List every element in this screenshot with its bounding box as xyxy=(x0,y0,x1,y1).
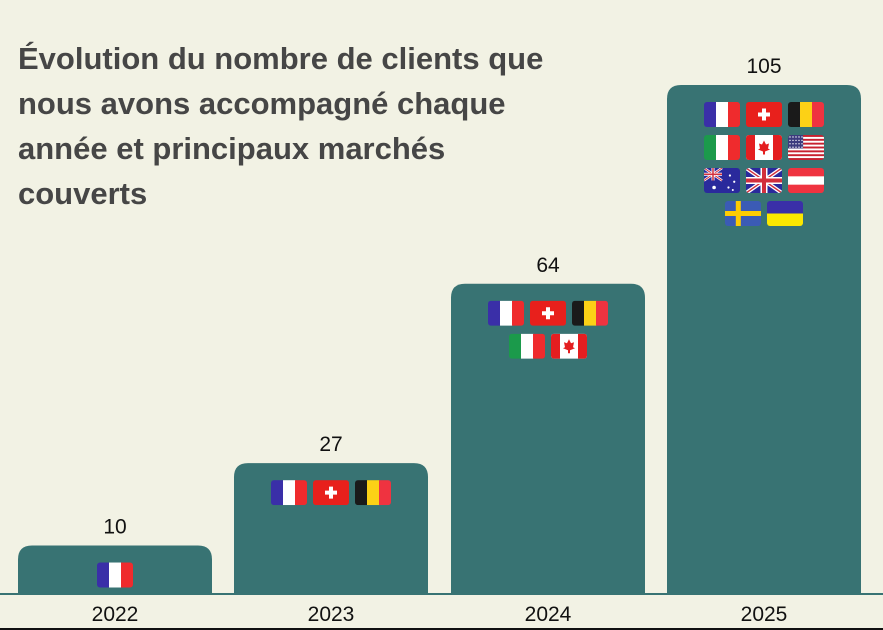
chart-title: Évolution du nombre de clients que nous … xyxy=(18,41,544,211)
flag-switzerland-icon xyxy=(530,300,566,326)
flag-italy-icon xyxy=(509,333,545,359)
bar-2025 xyxy=(667,85,861,594)
x-tick-label-2024: 2024 xyxy=(525,603,572,626)
flag-ukraine-icon xyxy=(767,201,803,226)
flag-canada-icon xyxy=(746,135,782,160)
flag-france-icon xyxy=(271,480,307,506)
bar-2024 xyxy=(451,283,645,594)
flag-austria-icon xyxy=(788,168,824,193)
x-tick-label-2022: 2022 xyxy=(92,603,139,626)
flag-belgium-icon xyxy=(788,102,824,127)
flag-france-icon xyxy=(704,102,740,127)
value-label-2025: 105 xyxy=(746,55,781,78)
value-label-2024: 64 xyxy=(536,254,560,277)
flag-italy-icon xyxy=(704,135,740,160)
flag-france-icon xyxy=(97,562,133,588)
value-label-2022: 10 xyxy=(103,516,126,539)
flag-sweden-icon xyxy=(725,201,761,226)
value-label-2023: 27 xyxy=(319,433,342,456)
flag-australia-icon xyxy=(704,168,740,193)
flag-france-icon xyxy=(488,300,524,326)
flag-canada-icon xyxy=(551,333,587,359)
flag-belgium-icon xyxy=(355,480,391,506)
flag-belgium-icon xyxy=(572,300,608,326)
x-tick-label-2025: 2025 xyxy=(741,603,788,626)
x-tick-label-2023: 2023 xyxy=(308,603,355,626)
flag-switzerland-icon xyxy=(313,480,349,506)
flag-united-kingdom-icon xyxy=(746,168,782,193)
flag-switzerland-icon xyxy=(746,102,782,127)
bars-group: 10 2022 27 2023 64 2024 105 2025 xyxy=(18,55,861,626)
flag-united-states-icon xyxy=(788,135,824,160)
